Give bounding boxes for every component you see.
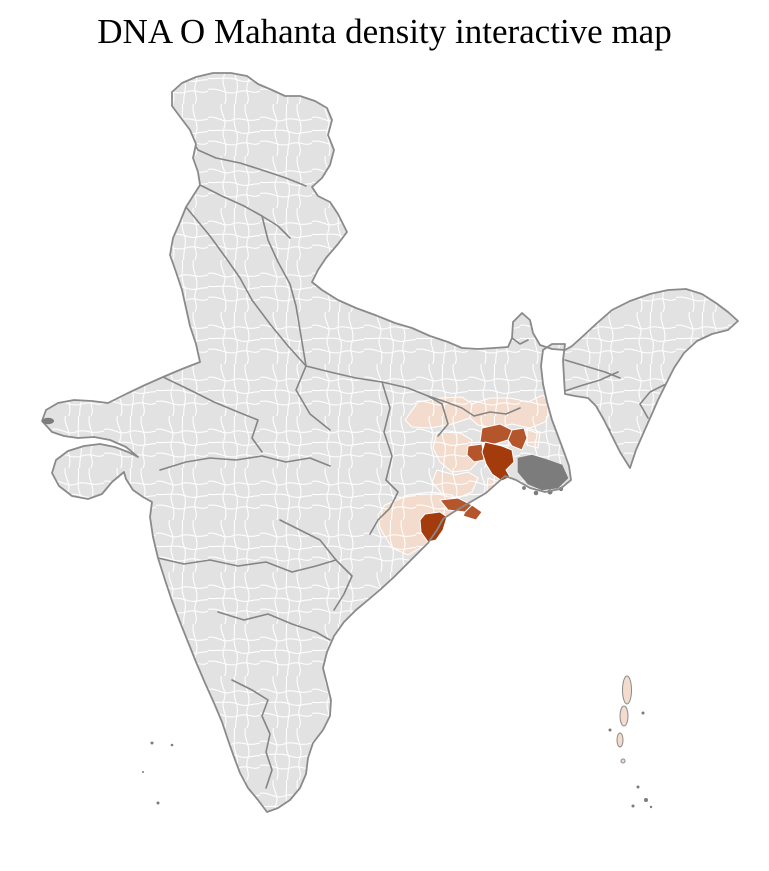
medium-density-districts[interactable] xyxy=(439,423,528,521)
district-high-density[interactable] xyxy=(419,511,448,543)
kutch-islet xyxy=(42,417,54,425)
district-medium-density[interactable] xyxy=(462,504,483,521)
lakshadweep-islands[interactable] xyxy=(142,741,174,805)
district-borders-mesh xyxy=(42,73,738,812)
state-borders xyxy=(157,117,667,789)
high-density-districts[interactable] xyxy=(419,441,515,543)
page-title: DNA O Mahanta density interactive map xyxy=(97,12,672,51)
district-medium-density[interactable] xyxy=(507,427,528,451)
andaman-islands[interactable] xyxy=(608,675,653,809)
district-medium-density[interactable] xyxy=(466,443,485,463)
